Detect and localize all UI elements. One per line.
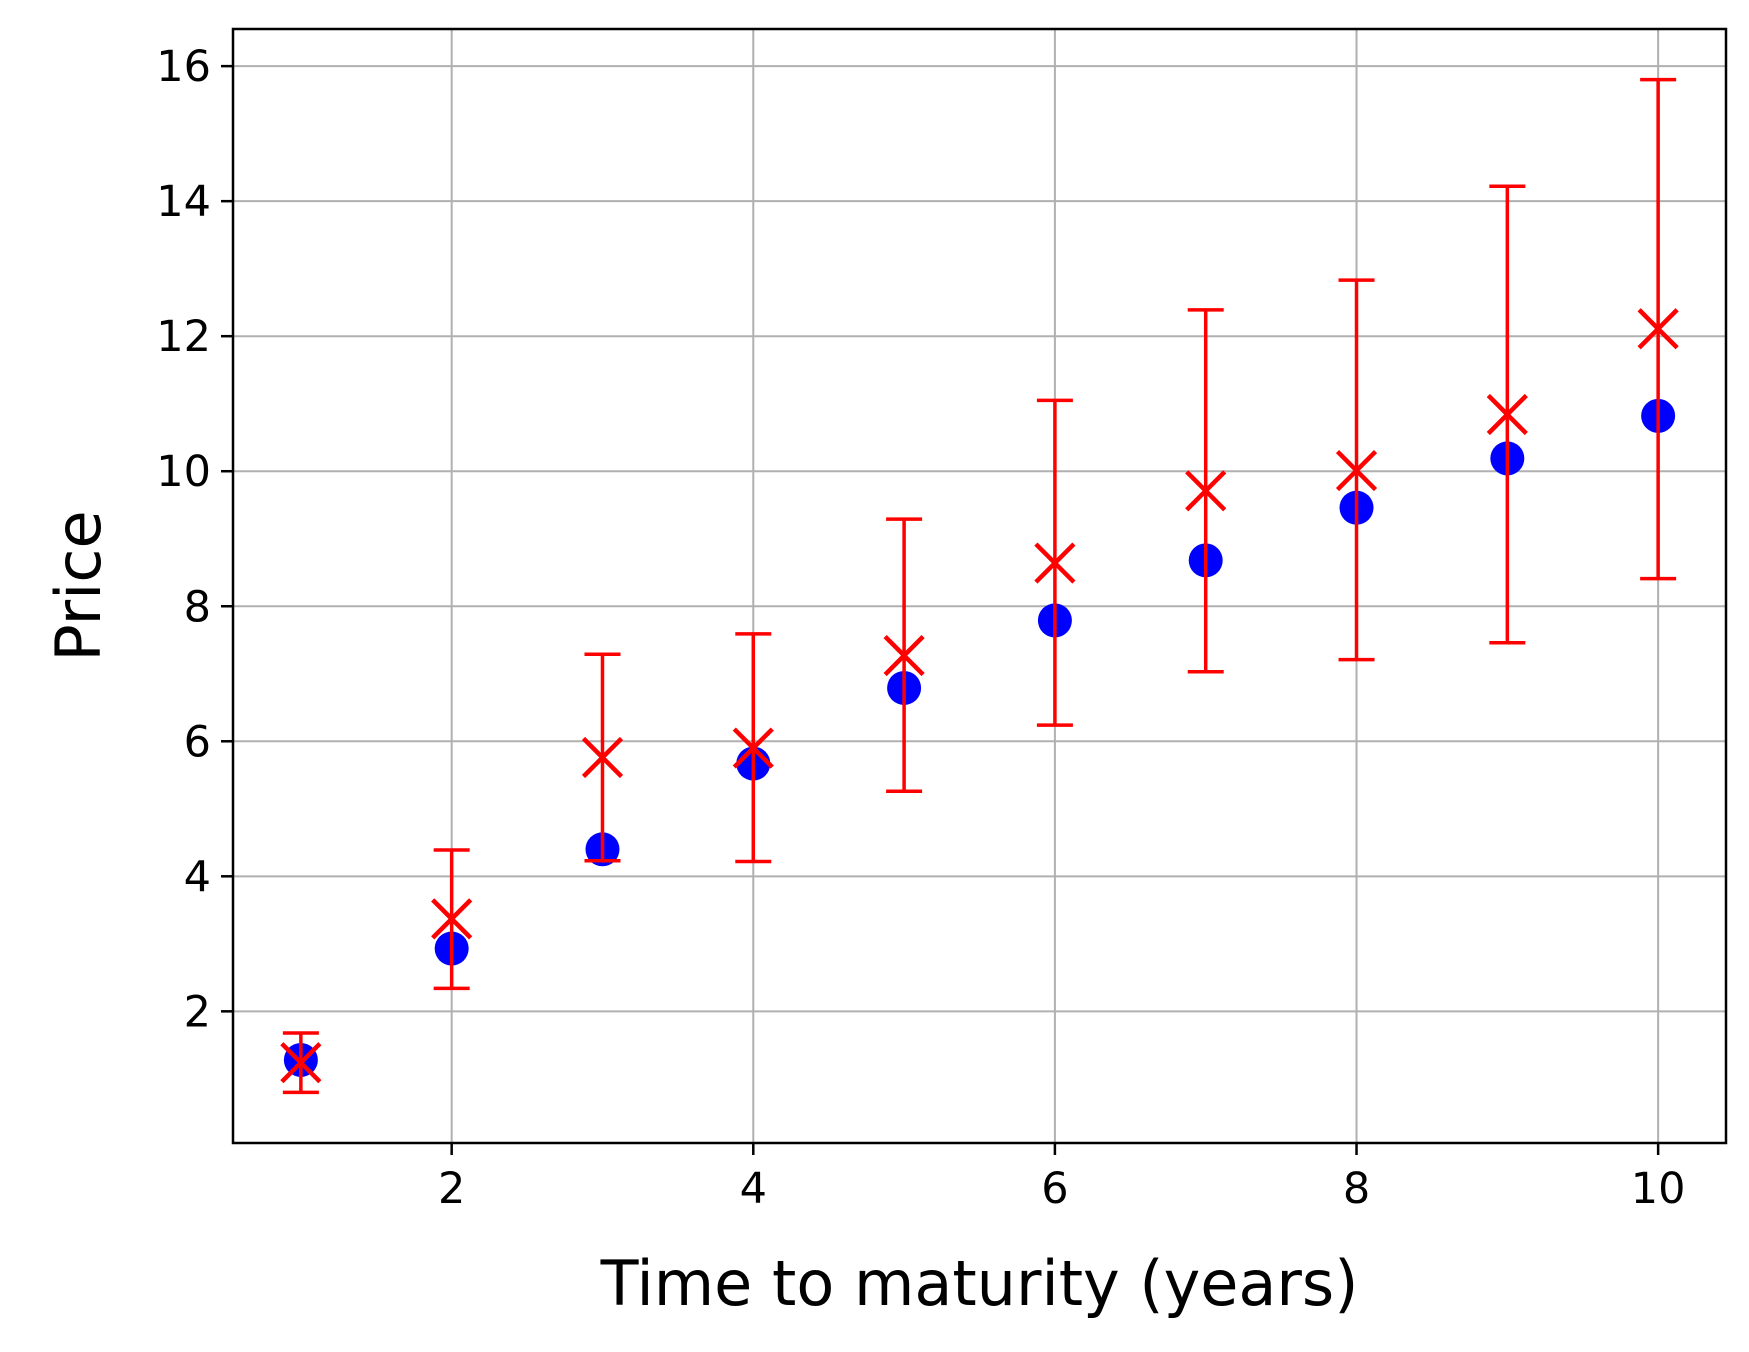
x-tick-label: 4 [740, 1164, 767, 1214]
red-x-marker [431, 898, 473, 940]
red-x-marker [1486, 393, 1528, 436]
y-tick-label: 10 [156, 447, 211, 497]
x-tick-label: 8 [1343, 1164, 1370, 1214]
red-x-marker [1034, 542, 1076, 584]
y-tick-label: 14 [156, 177, 211, 227]
red-x-marker [1335, 449, 1378, 492]
y-axis-title: Price [42, 510, 115, 661]
red-x-marker [280, 1042, 322, 1084]
red-x-marker [1185, 470, 1227, 512]
y-tick-label: 8 [184, 582, 211, 632]
red-x-marker [883, 634, 925, 677]
red-x-marker [581, 736, 624, 779]
y-tick-label: 2 [184, 987, 211, 1037]
x-tick-label: 10 [1631, 1164, 1686, 1214]
y-tick-label: 12 [156, 312, 211, 362]
axis-ticks: 2 4 6 8 10 2 4 6 8 10 12 14 16 [156, 42, 1685, 1214]
x-axis-title: Time to maturity (years) [600, 1247, 1359, 1320]
y-tick-label: 6 [184, 717, 211, 767]
grid-lines [233, 29, 1726, 1143]
y-tick-label: 4 [184, 852, 211, 902]
x-tick-label: 2 [438, 1164, 465, 1214]
data-series [280, 77, 1679, 1095]
plot-area-frame [231, 27, 1728, 1145]
x-tick-label: 6 [1041, 1164, 1068, 1214]
red-x-marker [1637, 308, 1679, 350]
red-x-marker [732, 727, 774, 769]
y-tick-label: 16 [156, 42, 211, 92]
